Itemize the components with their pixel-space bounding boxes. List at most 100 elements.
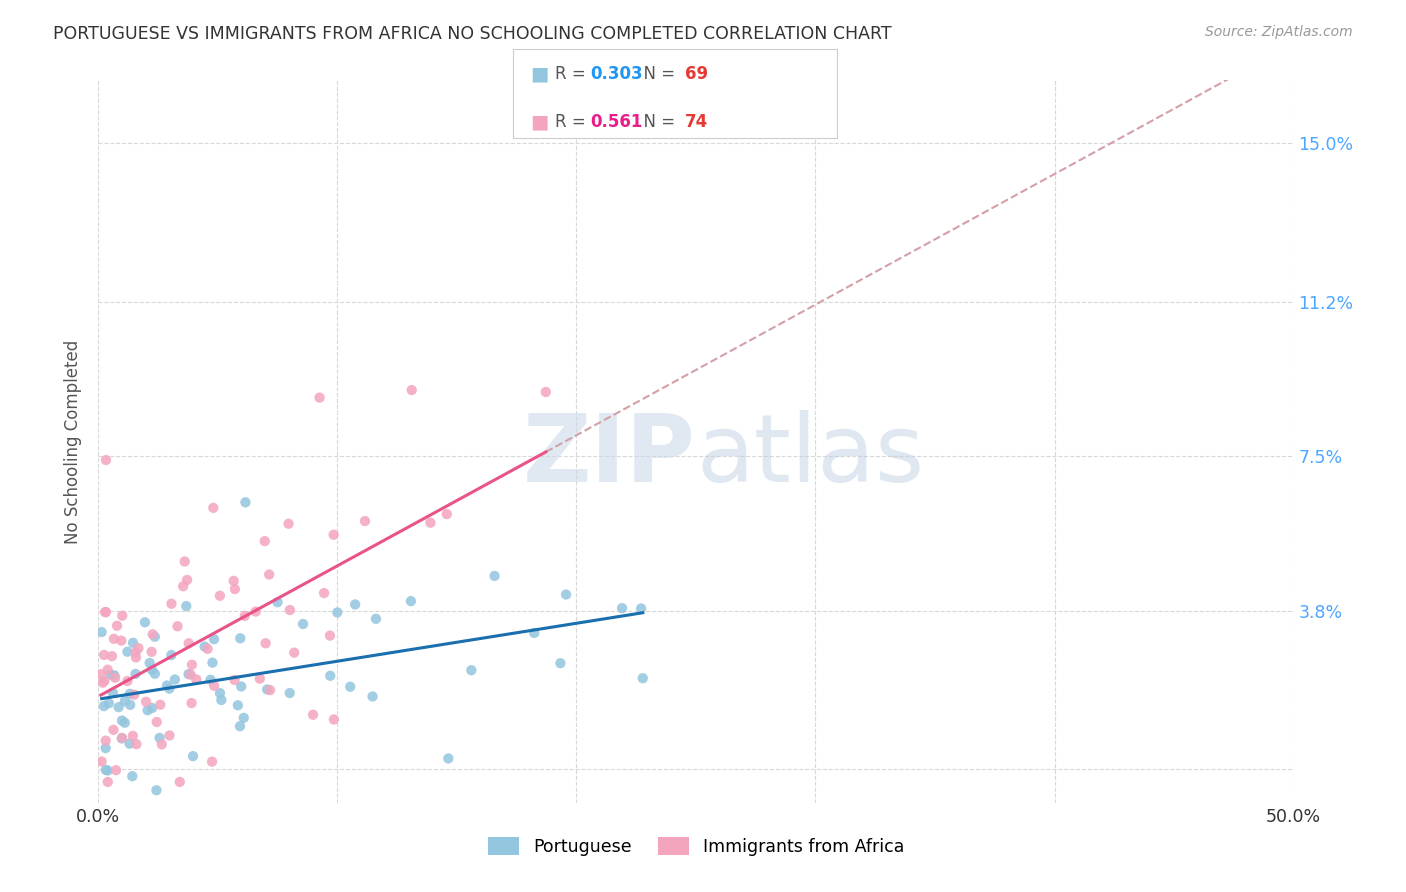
Point	[125, 737, 148, 751]
Point	[90, 667, 112, 681]
Point	[419, 516, 441, 530]
Point	[173, 554, 195, 568]
Point	[224, 673, 246, 687]
Point	[231, 680, 253, 694]
Point	[105, 618, 128, 632]
Text: R =: R =	[555, 113, 592, 131]
Point	[94, 733, 117, 747]
Point	[401, 383, 423, 397]
Point	[121, 729, 143, 743]
Point	[118, 737, 141, 751]
Point	[319, 669, 342, 683]
Point	[150, 737, 173, 751]
Text: Source: ZipAtlas.com: Source: ZipAtlas.com	[1205, 25, 1353, 39]
Point	[235, 495, 257, 509]
Point	[145, 783, 167, 797]
Point	[142, 627, 165, 641]
Point	[94, 605, 117, 619]
Point	[93, 699, 115, 714]
Point	[177, 636, 200, 650]
Point	[283, 646, 305, 660]
Text: PORTUGUESE VS IMMIGRANTS FROM AFRICA NO SCHOOLING COMPLETED CORRELATION CHART: PORTUGUESE VS IMMIGRANTS FROM AFRICA NO …	[53, 25, 891, 43]
Point	[364, 612, 387, 626]
Point	[118, 687, 141, 701]
Point	[233, 608, 256, 623]
Point	[232, 711, 254, 725]
Point	[177, 667, 200, 681]
Point	[186, 673, 208, 687]
Point	[111, 731, 134, 745]
Text: N =: N =	[633, 113, 681, 131]
Point	[292, 617, 315, 632]
Point	[202, 679, 225, 693]
Point	[124, 645, 146, 659]
Point	[103, 723, 125, 737]
Point	[354, 514, 377, 528]
Text: 0.561: 0.561	[591, 113, 643, 131]
Point	[94, 741, 117, 756]
Point	[224, 582, 246, 596]
Point	[180, 667, 202, 681]
Point	[202, 632, 225, 647]
Point	[143, 630, 166, 644]
Point	[256, 682, 278, 697]
Point	[460, 663, 482, 677]
Point	[399, 594, 422, 608]
Point	[194, 640, 217, 654]
Text: atlas: atlas	[696, 410, 924, 502]
Point	[181, 657, 204, 672]
Text: 0.303: 0.303	[591, 65, 643, 83]
Point	[200, 673, 222, 687]
Legend: Portuguese, Immigrants from Africa: Portuguese, Immigrants from Africa	[481, 830, 911, 863]
Point	[197, 641, 219, 656]
Point	[135, 695, 157, 709]
Text: ZIP: ZIP	[523, 410, 696, 502]
Point	[322, 527, 344, 541]
Point	[141, 701, 163, 715]
Text: 74: 74	[685, 113, 709, 131]
Point	[141, 645, 163, 659]
Point	[103, 632, 125, 646]
Point	[163, 673, 186, 687]
Point	[125, 650, 148, 665]
Point	[631, 671, 654, 685]
Point	[105, 763, 128, 777]
Point	[120, 698, 142, 712]
Point	[361, 690, 384, 704]
Point	[159, 729, 181, 743]
Point	[181, 749, 204, 764]
Point	[610, 601, 633, 615]
Point	[101, 649, 124, 664]
Point	[259, 683, 281, 698]
Point	[114, 715, 136, 730]
Point	[157, 681, 180, 696]
Point	[93, 673, 115, 688]
Point	[104, 671, 127, 685]
Point	[266, 595, 288, 609]
Point	[145, 714, 167, 729]
Point	[245, 605, 267, 619]
Point	[97, 775, 120, 789]
Point	[97, 696, 120, 710]
Point	[555, 588, 578, 602]
Point	[180, 696, 202, 710]
Point	[138, 656, 160, 670]
Point	[94, 763, 117, 777]
Y-axis label: No Schooling Completed: No Schooling Completed	[65, 340, 83, 543]
Point	[134, 615, 156, 630]
Point	[277, 516, 299, 531]
Point	[94, 605, 117, 619]
Point	[630, 601, 652, 615]
Point	[201, 755, 224, 769]
Text: ■: ■	[530, 112, 548, 132]
Point	[226, 698, 249, 713]
Text: 69: 69	[685, 65, 707, 83]
Point	[90, 625, 112, 640]
Point	[91, 675, 114, 690]
Point	[322, 713, 344, 727]
Point	[111, 731, 134, 746]
Point	[143, 666, 166, 681]
Point	[550, 656, 572, 670]
Point	[103, 668, 125, 682]
Point	[249, 672, 271, 686]
